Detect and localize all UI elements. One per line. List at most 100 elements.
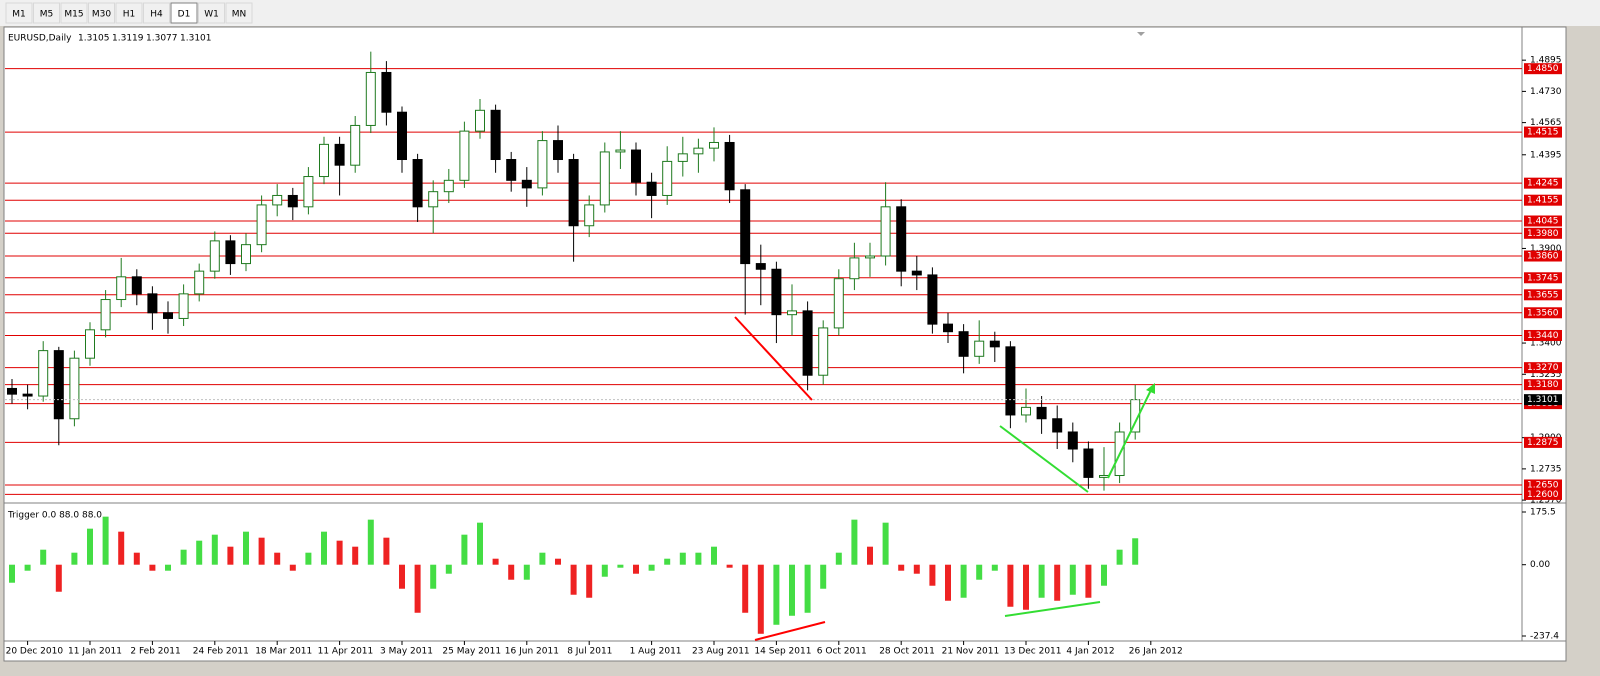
timeframe-button[interactable] [143, 2, 170, 24]
candle-body [599, 151, 610, 206]
indicator-bar [617, 564, 624, 568]
candle-body [1005, 346, 1016, 416]
indicator-tick-label: -237.4 [1530, 632, 1559, 642]
indicator-bar [726, 564, 733, 568]
trend-line [754, 621, 826, 641]
timeframe-button[interactable] [115, 2, 143, 24]
annotations [734, 316, 1155, 641]
indicator-bar [492, 558, 499, 565]
level-label-box [1524, 177, 1562, 189]
quote-value: 1.3105 [78, 34, 110, 44]
x-tick-label: 1 Aug 2011 [630, 647, 682, 657]
timeframe-button[interactable] [88, 2, 115, 24]
indicator-bar [913, 564, 920, 574]
indicator-bar [539, 552, 546, 565]
level-label: 1.3980 [1527, 229, 1559, 239]
candle-body [1036, 406, 1047, 420]
indicator-bar [1054, 564, 1061, 601]
candle-body [802, 310, 813, 376]
candle-body [100, 299, 111, 331]
candle-body [22, 393, 33, 397]
indicator-bar [960, 564, 967, 598]
timeframe-button[interactable] [5, 2, 33, 24]
timeframe-label[interactable]: W1 [204, 10, 219, 20]
candle-body [1130, 399, 1141, 433]
candle-body [303, 176, 314, 208]
timeframe-button[interactable] [60, 2, 88, 24]
candle-body [849, 257, 860, 280]
toolbar [0, 0, 1600, 26]
timeframe-label[interactable]: H1 [123, 10, 136, 20]
candle-body [615, 149, 626, 153]
level-label-box [1524, 436, 1562, 448]
indicator-bar [835, 552, 842, 565]
timeframe-button[interactable] [225, 2, 253, 24]
candle-body [646, 181, 657, 196]
candle-body [740, 189, 751, 265]
indicator-bar [1007, 564, 1014, 607]
timeframe-button[interactable] [198, 2, 225, 24]
x-tick-label: 14 Sep 2011 [754, 647, 811, 657]
candle-body [662, 160, 673, 196]
candle-body [537, 140, 548, 189]
level-label: 1.2650 [1527, 480, 1559, 490]
candle-body [163, 312, 173, 319]
level-label-box [1524, 250, 1562, 262]
indicator-bar [352, 546, 359, 565]
timeframe-label[interactable]: M30 [92, 10, 111, 20]
indicator-bar [55, 564, 62, 592]
level-label-box [1524, 289, 1562, 301]
indicator-bar [24, 564, 31, 571]
timeframe-button[interactable] [33, 2, 60, 24]
level-label: 1.3745 [1527, 273, 1559, 283]
candle-body [584, 204, 595, 227]
timeframe-label[interactable]: M15 [64, 10, 83, 20]
x-tick-label: 11 Jan 2011 [68, 647, 122, 657]
indicator-bar [102, 516, 109, 565]
level-label: 1.2875 [1527, 438, 1559, 448]
indicator-bar [586, 564, 593, 598]
timeframe-label[interactable]: M5 [40, 10, 54, 20]
indicator-bar [258, 537, 265, 565]
candle-body [443, 179, 454, 193]
indicator-bar [867, 546, 873, 565]
candle-body [989, 340, 1000, 348]
candle-body [724, 141, 735, 191]
level-label: 1.4515 [1527, 128, 1559, 138]
x-tick-label: 20 Dec 2010 [6, 647, 64, 657]
timeframe-label[interactable]: MN [232, 10, 247, 20]
x-tick-label: 18 Mar 2011 [255, 647, 312, 657]
candle-body [787, 310, 797, 316]
price-label: 1.3101 [1527, 395, 1559, 405]
x-tick-label: 25 May 2011 [442, 647, 501, 657]
candle-body [927, 274, 938, 325]
x-tick-label: 3 May 2011 [380, 647, 433, 657]
indicator-bar [945, 564, 951, 601]
timeframe-label[interactable]: D1 [178, 10, 191, 20]
indicator-bar [757, 564, 764, 634]
y-tick-label: 1.3235 [1530, 370, 1562, 380]
candle-body [241, 244, 251, 265]
chart-title: EURUSD,Daily [8, 34, 72, 44]
indicator-bar [1069, 564, 1076, 595]
indicator-bar [633, 564, 639, 574]
y-tick-label: 1.4565 [1530, 118, 1562, 128]
indicator-bar [851, 519, 858, 565]
level-label-box [1524, 215, 1562, 227]
candle-body [693, 147, 704, 155]
x-tick-label: 2 Feb 2011 [130, 647, 180, 657]
candle-body [506, 159, 517, 181]
indicator-bar [430, 564, 437, 589]
candle-body [85, 329, 95, 359]
level-label-box [1524, 126, 1562, 138]
timeframe-button[interactable] [170, 2, 198, 24]
level-label: 1.4245 [1527, 179, 1559, 189]
level-label: 1.4045 [1527, 217, 1559, 227]
timeframe-label[interactable]: M1 [12, 10, 26, 20]
level-label: 1.4850 [1527, 64, 1559, 74]
timeframe-label[interactable]: H4 [150, 10, 163, 20]
candle-body [319, 143, 329, 178]
x-tick-label: 8 Jul 2011 [567, 647, 612, 657]
level-label-box [1524, 194, 1562, 206]
candle-body [958, 331, 969, 357]
